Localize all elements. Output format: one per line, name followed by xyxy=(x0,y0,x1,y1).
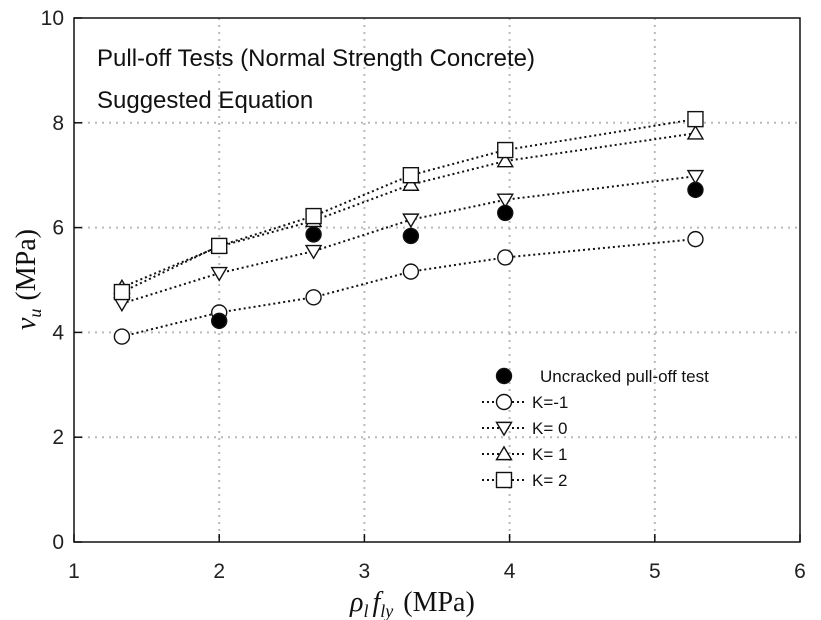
x-tick-label: 1 xyxy=(68,560,80,583)
data-point xyxy=(687,110,704,128)
data-point xyxy=(496,193,514,209)
legend-item-4: K= 2 xyxy=(482,471,567,490)
legend-label: K= 0 xyxy=(532,419,567,438)
legend-item-0: Uncracked pull-off test xyxy=(495,367,709,386)
x-tick-label: 5 xyxy=(649,560,661,583)
data-point xyxy=(402,227,420,245)
series-line xyxy=(121,118,696,293)
y-axis-label: vu(MPa) xyxy=(11,229,45,330)
legend-item-3: K= 1 xyxy=(482,445,567,464)
legend-label: K=-1 xyxy=(532,393,568,412)
data-point xyxy=(210,312,228,330)
legend-label: K= 1 xyxy=(532,445,567,464)
series-line xyxy=(121,132,696,289)
grid xyxy=(74,18,800,542)
x-tick-label: 4 xyxy=(504,560,516,583)
series-2 xyxy=(113,169,705,313)
legend-marker xyxy=(495,445,513,461)
data-point xyxy=(210,237,228,255)
legend-marker xyxy=(495,471,513,489)
data-point xyxy=(402,176,420,191)
y-tick-label: 4 xyxy=(52,321,64,344)
y-tick-label: 0 xyxy=(52,531,64,554)
legend-marker xyxy=(495,393,513,411)
data-point xyxy=(305,289,322,306)
chart-title: Pull-off Tests (Normal Strength Concrete… xyxy=(97,45,535,114)
data-point xyxy=(497,249,514,266)
data-point xyxy=(113,328,131,345)
y-tick-label: 6 xyxy=(52,217,64,240)
series-0 xyxy=(210,181,704,330)
data-point xyxy=(496,152,514,168)
data-point xyxy=(210,266,228,282)
series-4 xyxy=(113,110,704,301)
x-tick-label: 3 xyxy=(359,560,371,583)
x-tick-label: 6 xyxy=(794,560,806,583)
x-axis-label: ρl fly (MPa) xyxy=(349,587,475,620)
title-line-2: Suggested Equation xyxy=(97,87,313,114)
data-point xyxy=(687,230,704,248)
y-tick-label: 2 xyxy=(52,426,64,449)
series-1 xyxy=(113,230,704,345)
legend-marker xyxy=(495,367,513,385)
legend-marker xyxy=(495,421,513,437)
data-point xyxy=(402,166,420,184)
legend: Uncracked pull-off test K=-1 K= 0 K= 1 K= 2 xyxy=(482,367,709,490)
data-point xyxy=(305,207,322,225)
series-line xyxy=(121,238,696,338)
legend-label: Uncracked pull-off test xyxy=(540,367,709,386)
legend-label: K= 2 xyxy=(532,471,567,490)
x-tick-label: 2 xyxy=(213,560,225,583)
legend-item-1: K=-1 xyxy=(482,393,568,412)
plot-frame xyxy=(73,17,801,543)
data-point xyxy=(686,124,705,140)
data-point xyxy=(304,244,323,260)
data-point xyxy=(497,204,514,222)
title-line-1: Pull-off Tests (Normal Strength Concrete… xyxy=(97,45,535,72)
data-point xyxy=(402,263,420,280)
data-point xyxy=(686,169,705,185)
data-point xyxy=(305,226,322,243)
y-tick-label: 10 xyxy=(41,7,64,30)
data-point xyxy=(113,283,131,301)
y-tick-label: 8 xyxy=(52,112,64,135)
data-series xyxy=(113,110,705,345)
data-point xyxy=(687,181,704,199)
data-point xyxy=(402,213,420,229)
data-point xyxy=(497,141,514,159)
legend-item-2: K= 0 xyxy=(482,419,567,438)
axis-ticks: 1 2 3 4 5 6 0 2 4 6 8 10 xyxy=(41,7,806,583)
